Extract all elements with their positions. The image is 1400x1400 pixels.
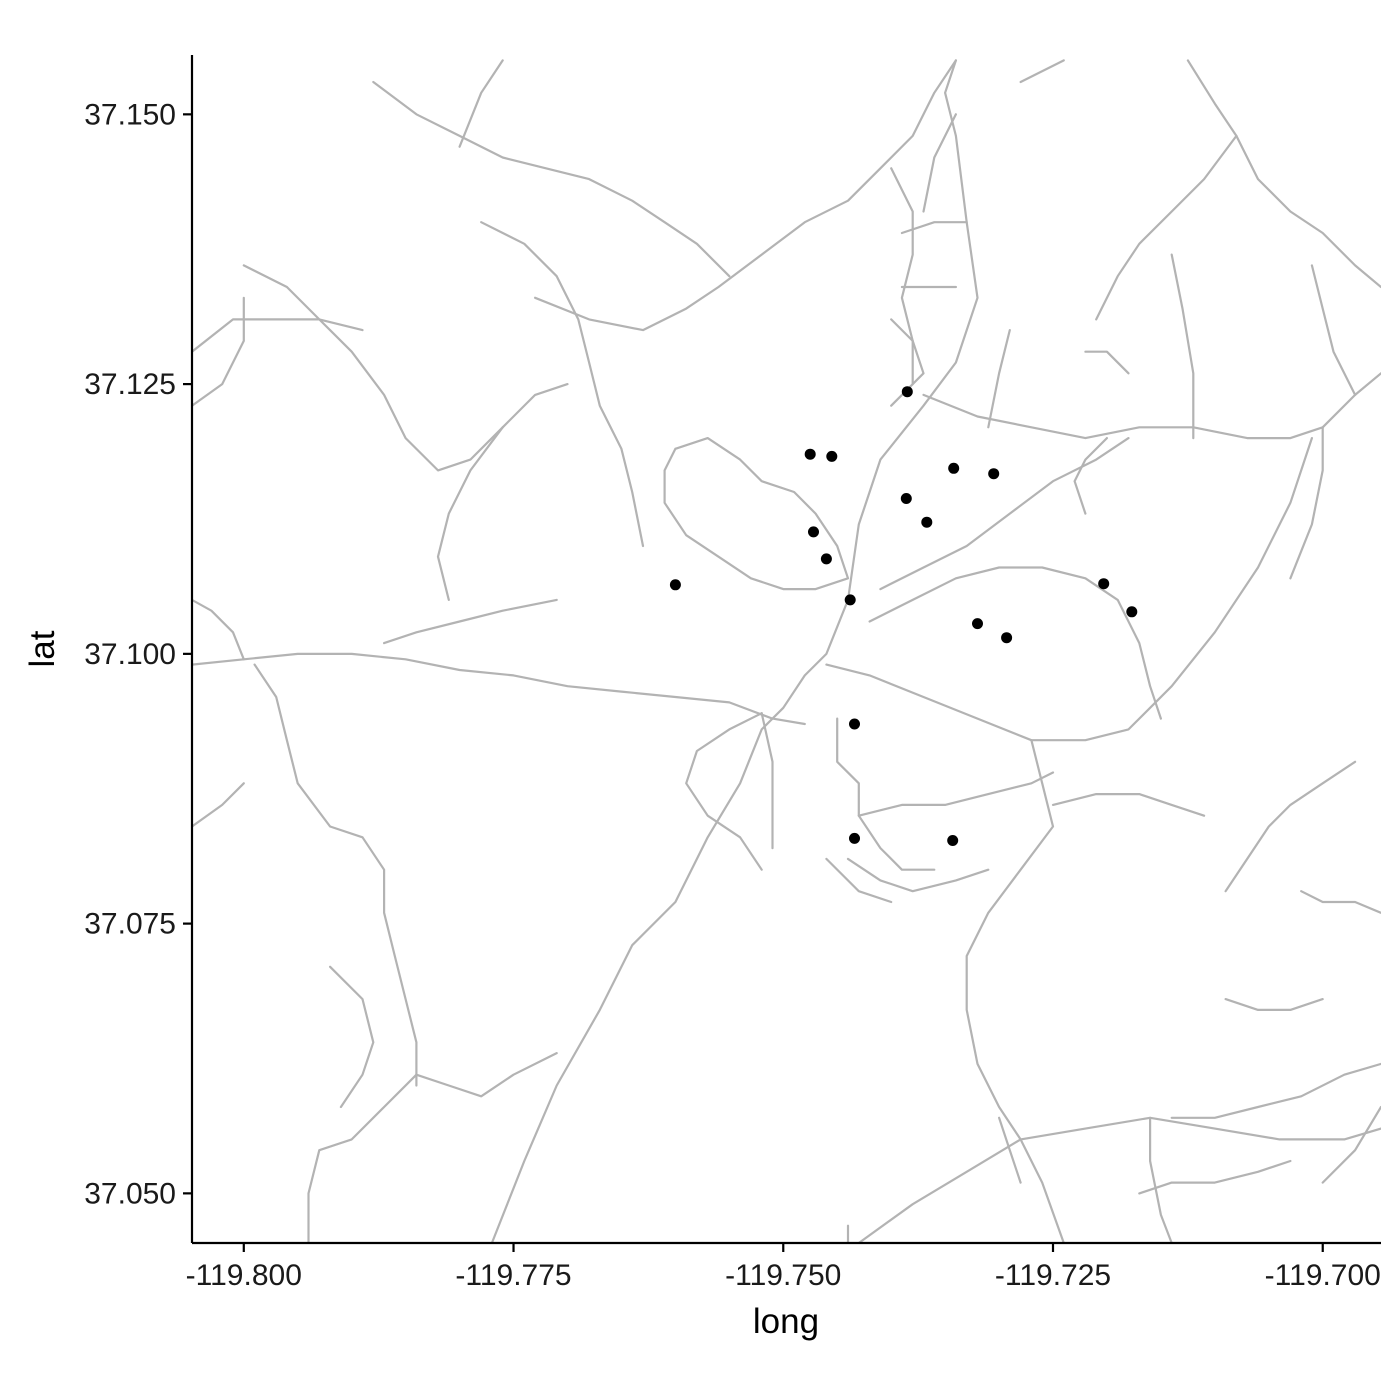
road-line-44 [1051, 792, 1206, 817]
data-point-4 [948, 462, 960, 474]
road-line-19 [900, 221, 968, 235]
road-line-34 [383, 598, 558, 645]
road-line-25 [836, 717, 936, 871]
road-line-53 [997, 1116, 1022, 1184]
data-point-8 [808, 526, 819, 538]
road-line-23 [685, 712, 763, 871]
road-lines [192, 59, 1381, 1243]
road-line-41 [1084, 350, 1130, 375]
data-point-1 [901, 386, 913, 398]
y-axis-title: lat [23, 630, 62, 667]
road-line-16 [192, 296, 245, 407]
x-tick-label: -119.775 [455, 1259, 571, 1292]
road-line-38 [1186, 59, 1381, 289]
data-point-10 [669, 579, 681, 591]
road-line-15 [192, 318, 364, 353]
data-point-12 [1098, 578, 1110, 590]
road-line-45 [1224, 760, 1357, 893]
road-line-47 [1300, 890, 1381, 914]
x-axis-title: long [753, 1302, 819, 1341]
road-line-30 [329, 965, 375, 1109]
road-line-52 [1148, 1116, 1173, 1243]
x-tick-label: -119.700 [1265, 1259, 1381, 1292]
x-tick-label: -119.750 [725, 1259, 841, 1292]
data-point-17 [849, 832, 860, 844]
data-point-11 [844, 594, 856, 606]
road-line-40 [1170, 253, 1195, 440]
road-line-13 [242, 264, 569, 472]
road-line-43 [1310, 264, 1357, 396]
data-point-5 [988, 468, 1000, 480]
road-line-26 [857, 771, 1055, 817]
road-line-27 [846, 857, 990, 893]
y-tick-label: 37.075 [84, 908, 176, 941]
y-axis-ticks: 37.050 37.075 37.100 37.125 37.150 [84, 98, 192, 1210]
road-line-39 [1095, 134, 1238, 321]
road-line-42 [1289, 426, 1324, 580]
road-line-3 [825, 437, 1314, 742]
data-point-13 [1126, 606, 1138, 618]
y-tick-label: 37.100 [84, 638, 176, 671]
data-point-9 [820, 553, 832, 565]
data-point-3 [826, 450, 838, 462]
road-line-7 [965, 739, 1065, 1243]
road-line-1 [490, 59, 979, 1243]
road-line-50 [1321, 1105, 1381, 1184]
road-line-33 [192, 598, 245, 661]
road-line-5 [879, 437, 1130, 591]
road-line-28 [253, 663, 418, 1087]
road-line-21 [1019, 59, 1065, 84]
road-line-46 [1224, 997, 1324, 1012]
x-axis-ticks: -119.800 -119.775 -119.750 -119.725 -119.700 [186, 1243, 1381, 1292]
road-line-2 [192, 652, 806, 726]
data-point-18 [947, 835, 959, 846]
data-point-6 [900, 493, 912, 504]
road-line-54 [1073, 437, 1109, 515]
road-line-24 [760, 712, 774, 850]
road-line-29 [192, 782, 245, 828]
road-line-37 [987, 329, 1011, 429]
road-line-9 [663, 437, 850, 591]
road-line-8 [857, 1116, 1381, 1243]
x-tick-label: -119.725 [995, 1259, 1111, 1292]
data-point-15 [1001, 632, 1013, 644]
y-tick-label: 37.150 [84, 98, 176, 131]
data-point-14 [972, 618, 983, 630]
x-tick-label: -119.800 [186, 1259, 302, 1292]
road-line-14 [436, 426, 504, 602]
road-line-51 [825, 857, 893, 904]
road-line-31 [415, 1051, 558, 1098]
road-line-32 [307, 1073, 418, 1243]
y-tick-label: 37.125 [84, 368, 176, 401]
data-points [669, 386, 1138, 846]
data-point-16 [849, 718, 860, 730]
y-tick-label: 37.050 [84, 1177, 176, 1210]
road-line-36 [922, 113, 958, 213]
road-line-49 [1170, 1062, 1381, 1119]
axes [190, 55, 1381, 1245]
road-line-48 [1138, 1159, 1292, 1195]
road-line-11 [372, 80, 731, 278]
road-line-17 [458, 59, 504, 148]
road-line-12 [480, 221, 645, 548]
road-line-18 [890, 167, 914, 386]
road-line-6 [868, 566, 1163, 720]
road-line-10 [533, 59, 958, 332]
data-point-7 [921, 516, 933, 528]
data-point-2 [804, 448, 816, 460]
